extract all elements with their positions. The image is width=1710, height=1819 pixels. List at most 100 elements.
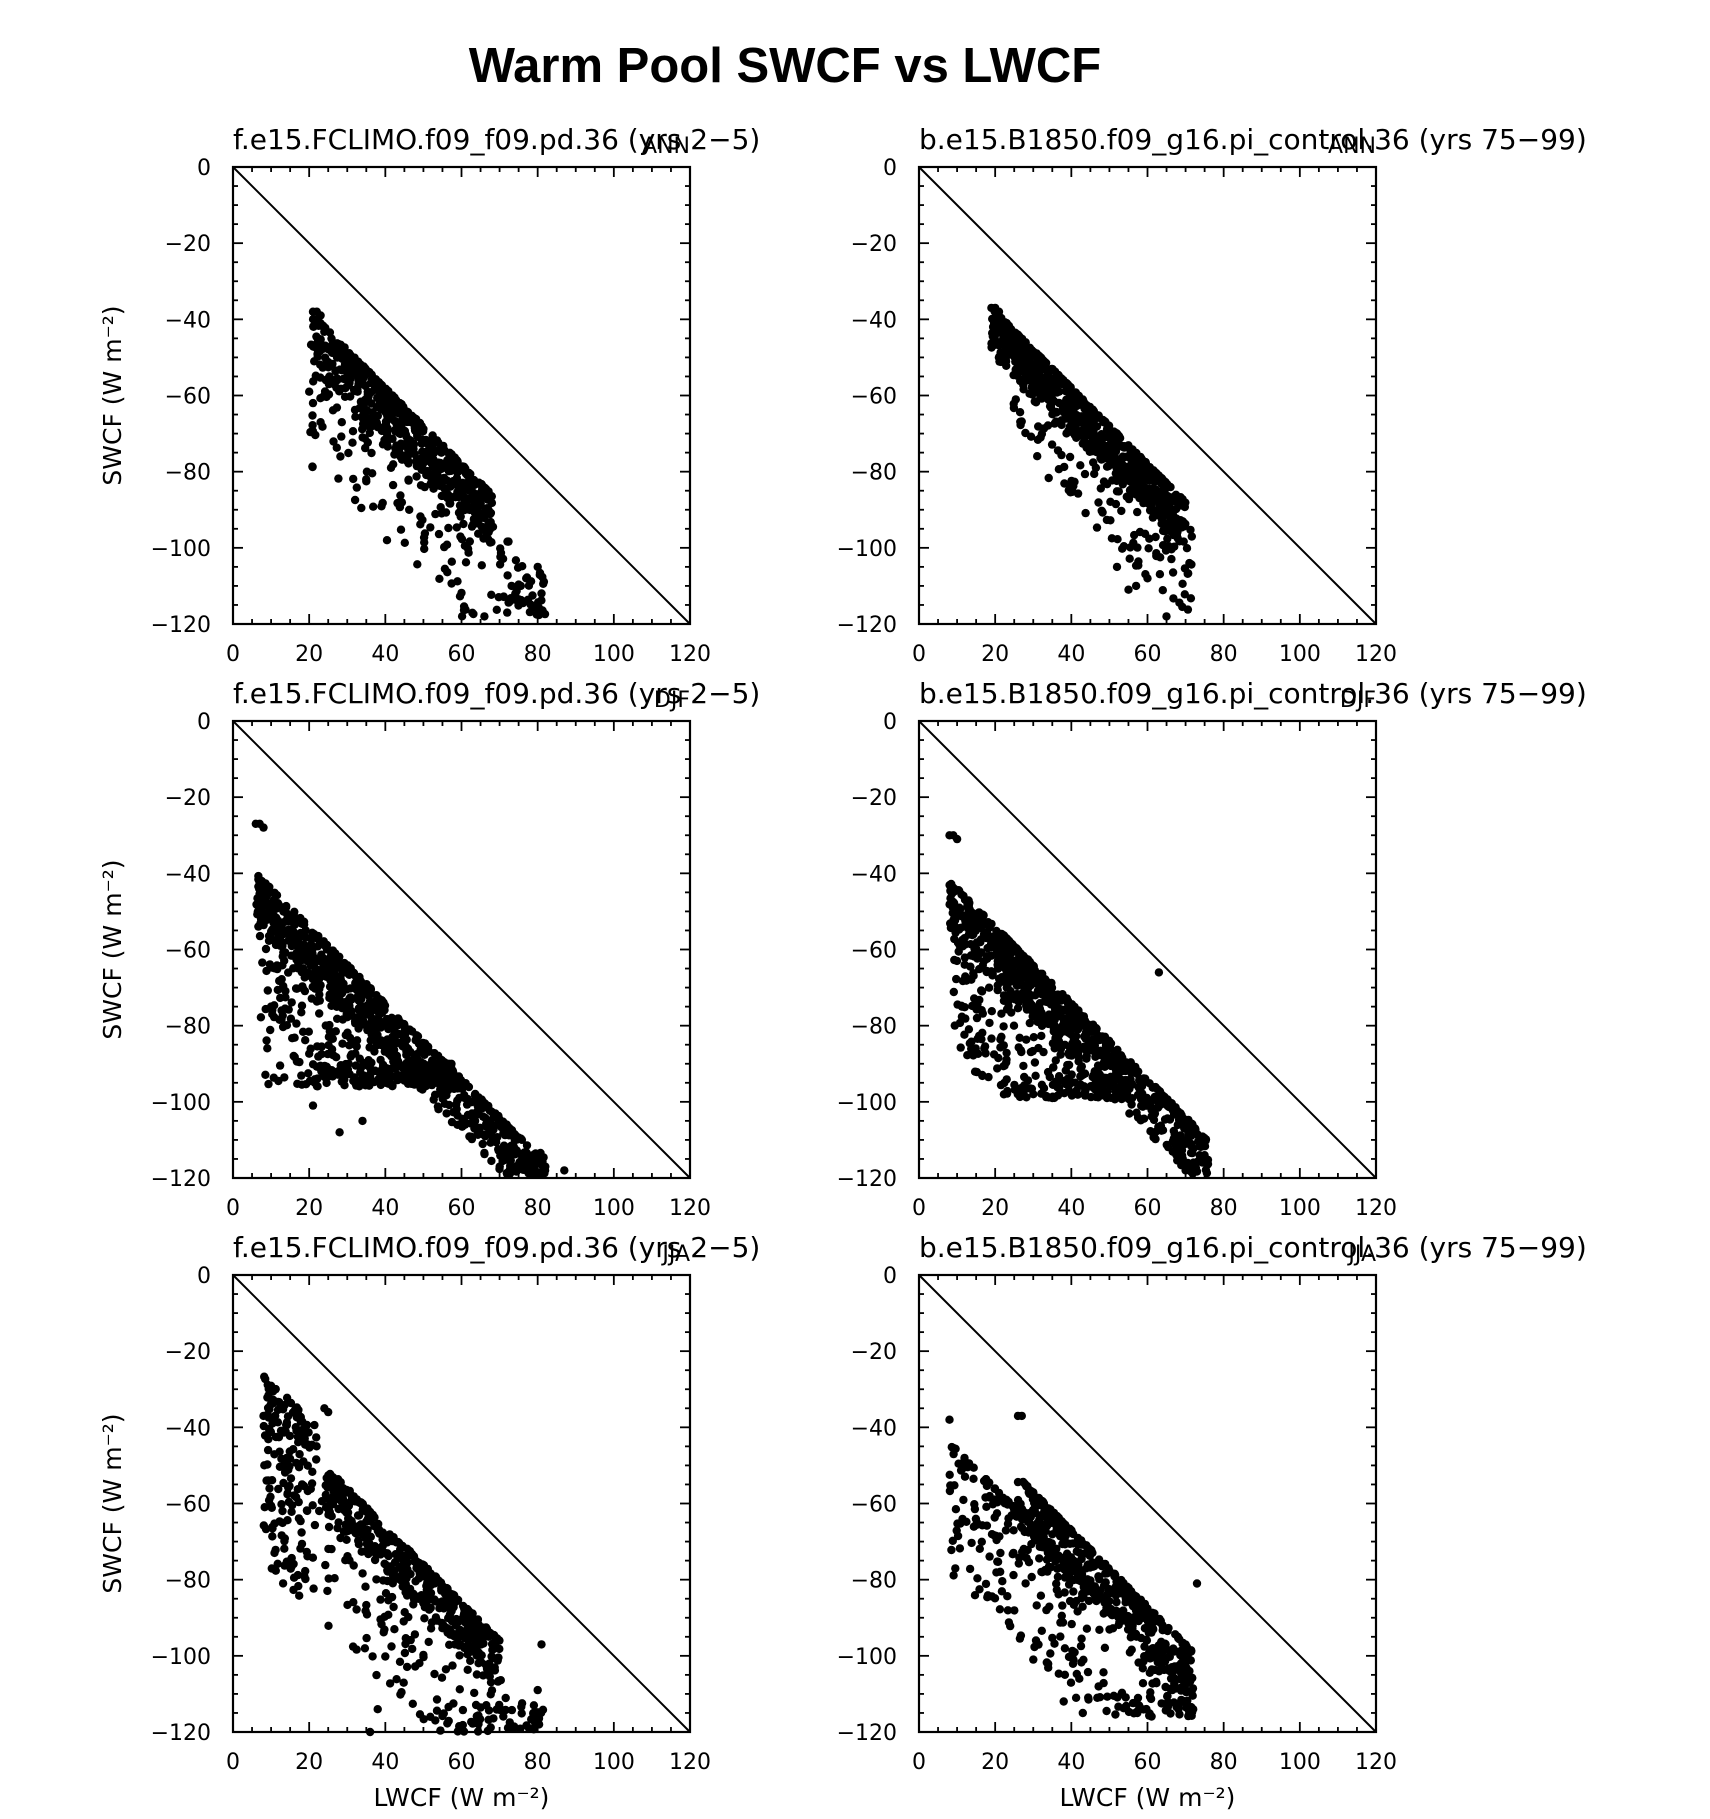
data-point xyxy=(1102,425,1112,434)
y-tick-label: −80 xyxy=(851,461,897,486)
data-point xyxy=(278,1579,288,1588)
data-point xyxy=(1072,401,1082,411)
data-point xyxy=(1002,966,1011,975)
data-point xyxy=(312,1442,321,1451)
data-point xyxy=(285,1431,295,1441)
data-point xyxy=(261,944,271,954)
data-point xyxy=(323,1067,332,1077)
data-point xyxy=(1057,1005,1066,1014)
data-point xyxy=(1051,1056,1061,1065)
data-point xyxy=(960,960,969,969)
data-point xyxy=(311,371,320,380)
data-point xyxy=(333,1014,342,1023)
data-point xyxy=(984,1072,993,1082)
data-point xyxy=(952,834,962,844)
data-point xyxy=(388,480,398,490)
data-point xyxy=(278,1011,287,1020)
data-point xyxy=(1091,463,1101,472)
data-point xyxy=(367,448,376,458)
data-point xyxy=(1145,534,1154,543)
data-point xyxy=(434,1105,443,1114)
data-point xyxy=(437,1584,446,1593)
data-point xyxy=(1022,1005,1032,1014)
y-tick-label: −120 xyxy=(837,613,897,638)
x-tick-label: 100 xyxy=(1279,642,1321,667)
data-point xyxy=(977,1035,986,1044)
data-point xyxy=(439,473,449,483)
data-point xyxy=(429,454,438,464)
data-point xyxy=(1130,530,1139,540)
data-point xyxy=(491,1137,501,1147)
y-tick-label: −60 xyxy=(851,385,897,410)
data-point xyxy=(456,1632,465,1641)
data-point xyxy=(994,1053,1003,1063)
data-point xyxy=(363,1532,372,1541)
data-point xyxy=(455,592,465,601)
data-point xyxy=(1081,508,1090,518)
data-point xyxy=(1189,1162,1198,1171)
data-point xyxy=(461,1618,470,1627)
data-point xyxy=(957,1001,966,1010)
data-point xyxy=(979,911,988,920)
data-point xyxy=(1015,966,1025,976)
data-point xyxy=(1091,1052,1100,1062)
data-point xyxy=(1178,497,1187,506)
y-tick-label: −60 xyxy=(165,1493,211,1518)
data-point xyxy=(359,400,368,410)
data-point xyxy=(416,520,425,529)
data-point xyxy=(266,1002,276,1011)
data-point xyxy=(284,1497,294,1507)
data-point xyxy=(1123,452,1132,461)
data-point xyxy=(1121,475,1131,484)
reference-line xyxy=(918,166,1377,625)
data-point xyxy=(413,1078,422,1087)
data-point xyxy=(459,493,468,502)
page-title: Warm Pool SWCF vs LWCF xyxy=(469,39,1101,93)
data-point xyxy=(413,1562,423,1572)
data-point xyxy=(950,934,959,944)
data-point xyxy=(428,462,438,471)
data-point xyxy=(1134,557,1143,566)
data-point xyxy=(1044,473,1053,483)
reference-line xyxy=(232,1274,691,1733)
data-point xyxy=(996,1043,1005,1052)
data-point xyxy=(335,387,344,396)
data-point xyxy=(536,1169,545,1179)
data-point xyxy=(298,984,308,993)
scatter-points xyxy=(305,307,550,621)
data-point xyxy=(1002,1048,1011,1058)
data-point xyxy=(340,1075,349,1084)
data-point xyxy=(421,456,430,466)
y-tick-label: −100 xyxy=(837,1091,897,1116)
data-point xyxy=(978,961,987,970)
data-point xyxy=(534,1153,543,1163)
data-point xyxy=(966,940,975,949)
data-point xyxy=(284,917,293,926)
data-point xyxy=(273,1397,283,1407)
data-point xyxy=(276,993,285,1003)
data-point xyxy=(365,1539,374,1548)
data-point xyxy=(1056,992,1065,1001)
data-point xyxy=(287,1507,296,1517)
data-point xyxy=(503,608,512,617)
data-point xyxy=(353,1511,363,1520)
data-point xyxy=(393,1057,403,1066)
x-tick-label: 80 xyxy=(524,1750,552,1775)
data-point xyxy=(289,1051,298,1061)
data-point xyxy=(976,923,986,933)
data-point xyxy=(1155,496,1164,506)
data-point xyxy=(449,476,458,486)
data-point xyxy=(278,1022,288,1032)
data-point xyxy=(1050,1044,1059,1053)
data-point xyxy=(1061,412,1071,422)
data-point xyxy=(503,1128,513,1138)
data-point xyxy=(378,498,387,508)
data-point xyxy=(1151,1134,1160,1144)
data-point xyxy=(345,1033,355,1043)
data-point xyxy=(1102,515,1112,525)
data-point xyxy=(462,1100,472,1109)
data-point xyxy=(482,1119,491,1129)
data-point xyxy=(1074,391,1084,400)
data-point xyxy=(1137,458,1146,467)
x-tick-label: 100 xyxy=(593,1196,635,1221)
